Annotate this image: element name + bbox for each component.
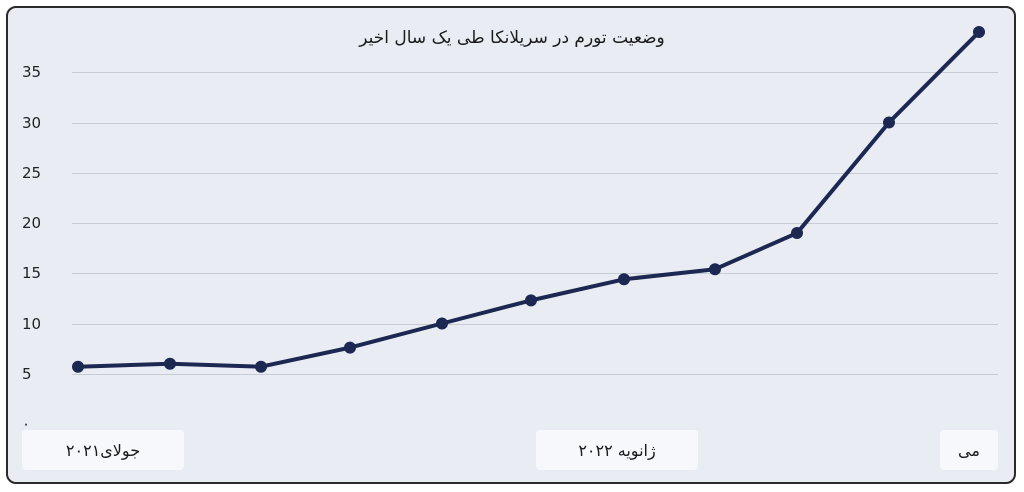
data-point-2: [164, 357, 176, 370]
y-tick-label-25: 25: [22, 163, 42, 182]
chart-frame: [6, 6, 1016, 484]
series-line: [77, 30, 981, 369]
y-tick-label-20: 20: [22, 214, 42, 232]
y-tick-label-10: 10: [22, 314, 42, 333]
y-tick-label-35: 35: [22, 63, 42, 82]
x-label-july-2021: جولای۲۰۲۱: [22, 430, 184, 470]
gridline-35: [72, 72, 998, 73]
chart-title: وضعیت تورم در سریلانکا طی یک سال اخیر: [359, 28, 665, 48]
data-point-9: [791, 227, 803, 240]
y-tick-label-5: 5: [22, 364, 32, 383]
gridline-5: [72, 374, 998, 375]
y-tick-label-0: ۰: [22, 415, 31, 433]
gridline-20: [72, 223, 998, 224]
y-tick-label-30: 30: [22, 113, 42, 132]
data-point-5: [436, 317, 448, 330]
x-label-january-2022: ژانویه ۲۰۲۲: [536, 430, 698, 470]
gridline-30: [72, 123, 998, 124]
gridline-15: [72, 273, 998, 274]
data-point-7: [618, 273, 630, 286]
data-point-6: [525, 294, 537, 307]
gridline-10: [72, 324, 998, 325]
data-point-11: [973, 26, 985, 39]
data-point-3: [255, 360, 267, 373]
data-point-4: [344, 341, 356, 354]
y-tick-label-15: 15: [22, 264, 42, 283]
data-point-8: [709, 263, 721, 276]
gridline-25: [72, 173, 998, 174]
data-point-1: [72, 360, 84, 373]
x-label-may: می: [940, 430, 998, 470]
data-point-10: [883, 116, 895, 129]
